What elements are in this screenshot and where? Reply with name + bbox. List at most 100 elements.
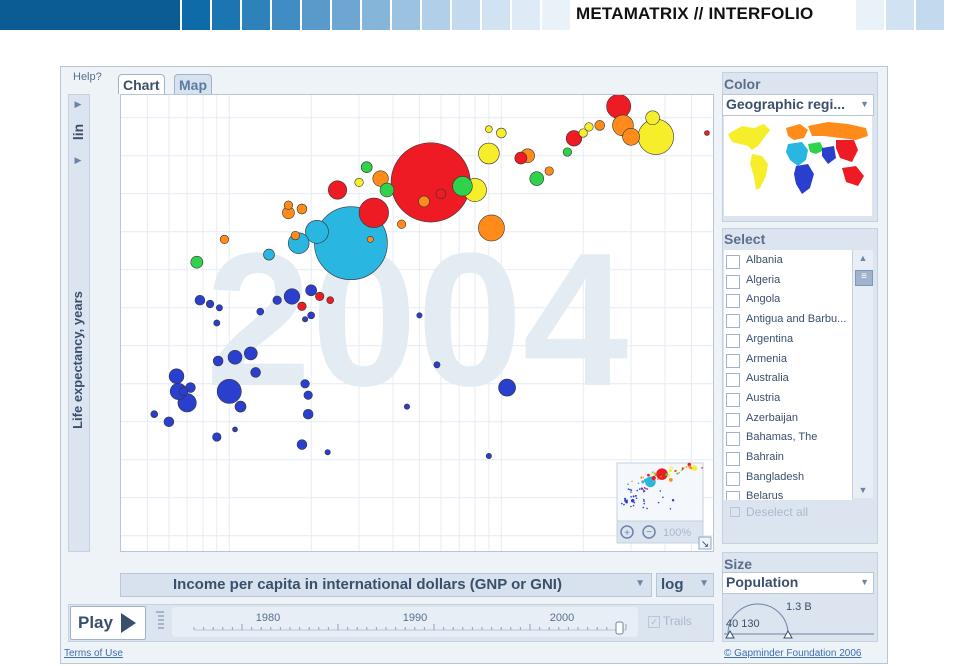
country-bubble[interactable] <box>594 120 605 131</box>
country-checkbox[interactable] <box>726 373 740 388</box>
country-bubble[interactable] <box>435 188 447 200</box>
country-checkbox[interactable] <box>726 314 740 329</box>
minimap[interactable]: + − 100% <box>616 462 704 544</box>
tab-chart[interactable]: Chart <box>118 74 165 94</box>
size-max-handle[interactable] <box>783 629 793 639</box>
country-bubble[interactable] <box>168 368 185 384</box>
country-list-scrollbar[interactable]: ▲ ≡ ▼ <box>852 250 873 498</box>
country-bubble[interactable] <box>324 449 331 456</box>
country-bubble[interactable] <box>263 248 275 261</box>
country-bubble[interactable] <box>163 416 175 428</box>
country-bubble[interactable] <box>205 299 215 309</box>
country-bubble[interactable] <box>194 294 206 306</box>
country-bubble[interactable] <box>433 361 441 369</box>
country-bubble[interactable] <box>637 118 674 155</box>
country-bubble[interactable] <box>606 94 632 119</box>
help-link[interactable]: Help? <box>73 71 102 83</box>
country-checkbox[interactable] <box>726 432 740 447</box>
copyright-link[interactable]: © Gapminder Foundation 2006 <box>724 648 862 659</box>
y-scale-selector[interactable]: lin <box>70 123 86 141</box>
country-checkbox[interactable] <box>726 491 740 500</box>
country-bubble[interactable] <box>212 355 224 367</box>
country-bubble[interactable] <box>219 234 229 244</box>
scroll-down-icon[interactable]: ▼ <box>858 485 868 495</box>
country-bubble[interactable] <box>305 219 329 244</box>
country-bubble[interactable] <box>315 291 325 301</box>
country-bubble[interactable] <box>234 400 247 413</box>
country-bubble[interactable] <box>645 110 660 126</box>
country-bubble[interactable] <box>307 311 315 320</box>
country-bubble[interactable] <box>397 219 407 229</box>
country-bubble[interactable] <box>297 301 307 311</box>
size-selector[interactable]: Population ▼ <box>722 572 874 594</box>
country-bubble[interactable] <box>250 367 261 378</box>
country-bubble[interactable] <box>496 127 507 139</box>
country-bubble[interactable] <box>305 284 317 297</box>
country-bubble[interactable] <box>704 130 710 136</box>
tab-map[interactable]: Map <box>174 74 212 94</box>
country-bubble[interactable] <box>379 182 395 198</box>
country-bubble[interactable] <box>622 127 640 146</box>
country-bubble[interactable] <box>403 403 410 410</box>
country-checkbox[interactable] <box>726 255 740 269</box>
chart-area[interactable]: 2004 253035404550556065707580 1 0002 000… <box>104 94 714 570</box>
region-legend-map[interactable] <box>724 116 872 216</box>
country-bubble[interactable] <box>562 147 572 157</box>
country-bubble[interactable] <box>366 235 374 243</box>
zoom-in-icon[interactable] <box>620 525 634 539</box>
country-bubble[interactable] <box>544 166 554 176</box>
terms-link[interactable]: Terms of Use <box>64 648 123 659</box>
country-bubble[interactable] <box>354 177 364 187</box>
country-checkbox[interactable] <box>726 452 740 466</box>
y-axis-title[interactable]: Life expectancy, years <box>70 291 85 429</box>
country-bubble[interactable] <box>565 130 583 147</box>
timeline-slider[interactable]: 1980 1990 2000 <box>172 607 638 637</box>
timeline-handle[interactable] <box>615 621 624 635</box>
x-axis-selector[interactable]: Income per capita in international dolla… <box>120 573 652 597</box>
country-bubble[interactable] <box>232 426 238 433</box>
country-bubble[interactable] <box>216 379 242 404</box>
country-bubble[interactable] <box>514 151 528 165</box>
country-checkbox[interactable] <box>726 392 740 407</box>
country-checkbox[interactable] <box>726 353 740 368</box>
country-bubble[interactable] <box>212 432 222 442</box>
country-bubble[interactable] <box>296 439 308 450</box>
country-bubble[interactable] <box>302 316 309 323</box>
country-bubble[interactable] <box>215 304 223 312</box>
country-bubble[interactable] <box>578 128 588 138</box>
country-bubble[interactable] <box>498 378 516 397</box>
country-bubble[interactable] <box>529 171 545 186</box>
scroll-thumb[interactable]: ≡ <box>855 270 873 286</box>
x-scale-selector[interactable]: log ▼ <box>656 573 714 597</box>
country-checkbox[interactable] <box>726 274 740 289</box>
country-bubble[interactable] <box>418 195 430 208</box>
country-bubble[interactable] <box>150 410 159 418</box>
country-bubble[interactable] <box>296 203 308 215</box>
country-bubble[interactable] <box>584 122 594 132</box>
size-min-handle[interactable] <box>725 629 735 639</box>
country-bubble[interactable] <box>372 170 389 187</box>
y-axis-expand-icon[interactable]: ▶ <box>74 99 82 109</box>
country-bubble[interactable] <box>303 390 313 400</box>
country-checkbox[interactable] <box>726 412 740 427</box>
country-bubble[interactable] <box>283 200 293 210</box>
country-bubble[interactable] <box>213 319 221 327</box>
country-bubble[interactable] <box>283 288 301 305</box>
play-button[interactable]: Play <box>70 606 146 640</box>
speed-slider[interactable] <box>154 608 166 634</box>
color-selector[interactable]: Geographic regi... ▼ <box>722 94 874 116</box>
country-bubble[interactable] <box>485 125 493 133</box>
country-bubble[interactable] <box>227 349 243 365</box>
trails-checkbox[interactable]: ✓ <box>648 615 660 628</box>
country-bubble[interactable] <box>328 180 348 200</box>
country-bubble[interactable] <box>190 255 204 269</box>
country-bubble[interactable] <box>256 307 265 316</box>
country-bubble[interactable] <box>326 296 334 304</box>
zoom-out-icon[interactable] <box>642 525 656 539</box>
country-bubble[interactable] <box>485 453 492 459</box>
resize-icon[interactable] <box>698 536 712 550</box>
country-bubble[interactable] <box>243 346 258 361</box>
country-bubble[interactable] <box>290 231 300 241</box>
country-bubble[interactable] <box>272 295 282 305</box>
country-checkbox[interactable] <box>726 333 740 348</box>
